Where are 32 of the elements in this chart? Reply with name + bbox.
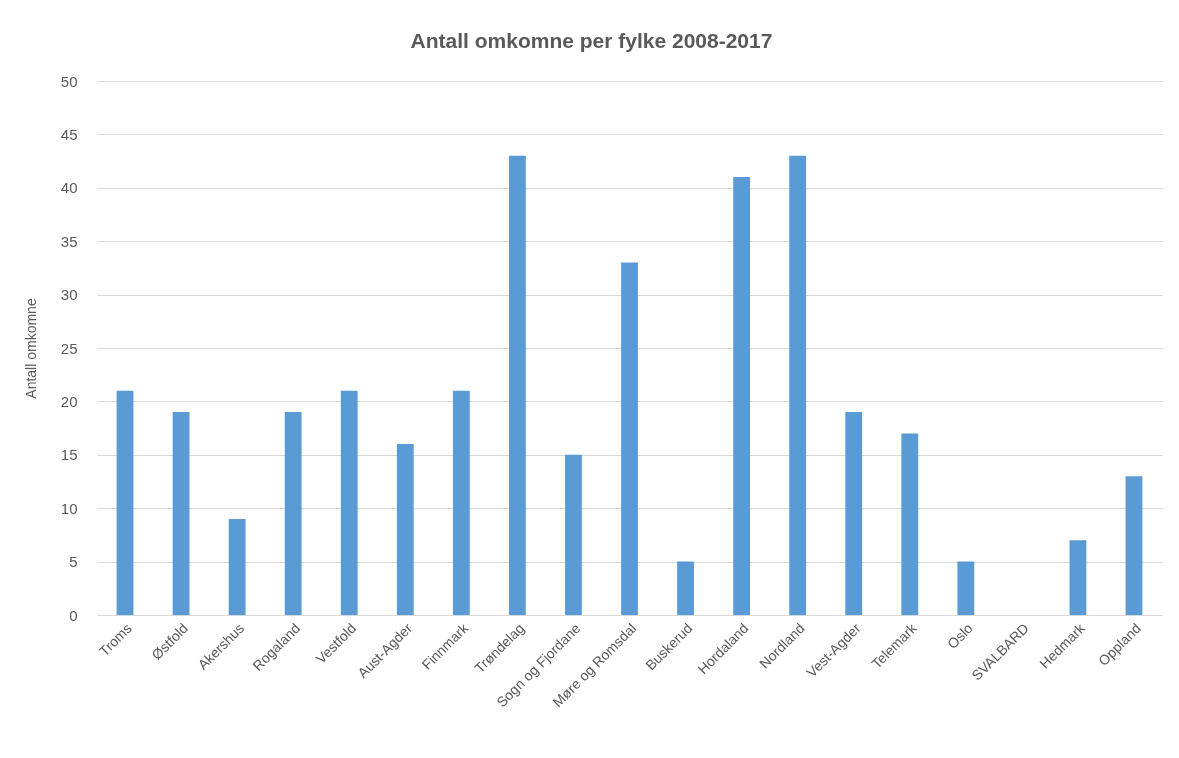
bar [845,412,863,615]
y-tick-label: 10 [60,499,78,517]
bar [172,412,190,615]
bar [396,444,414,615]
bar [1069,540,1087,615]
bar [565,454,582,615]
y-tick-label: 25 [60,339,78,357]
bar [733,177,751,615]
y-tick-label: 20 [60,392,78,410]
y-tick-label: 0 [69,606,78,624]
y-axis-title: Antall omkomne [22,298,39,399]
bar [508,155,526,615]
bar [116,390,134,615]
y-tick-label: 30 [60,286,78,304]
bar [901,433,919,615]
x-tick-label: Oslo [944,619,976,652]
bar [677,561,694,615]
y-tick-label: 45 [60,125,78,143]
bar [957,561,975,615]
bar [340,390,358,615]
y-tick-label: 40 [60,179,78,197]
bar [789,155,807,615]
y-tick-label: 15 [60,446,78,464]
y-tick-label: 35 [60,232,78,250]
y-tick-label: 50 [60,72,78,90]
bar [1125,476,1143,615]
bar [228,518,246,615]
bar [452,390,470,615]
bar [621,262,638,615]
bar [284,412,302,615]
chart-title: Antall omkomne per fylke 2008-2017 [410,29,773,52]
y-tick-label: 5 [69,553,78,571]
